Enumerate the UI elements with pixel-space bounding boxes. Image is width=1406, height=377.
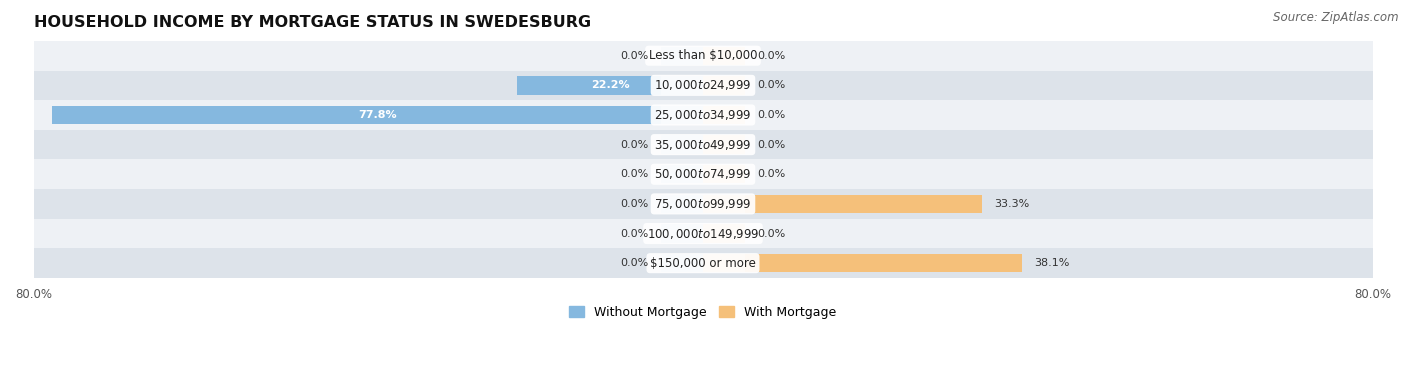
Text: 0.0%: 0.0% [620, 258, 648, 268]
Text: $150,000 or more: $150,000 or more [650, 257, 756, 270]
Bar [661, 106, 703, 124]
Text: $50,000 to $74,999: $50,000 to $74,999 [654, 167, 752, 181]
Bar [661, 195, 703, 213]
Text: Less than $10,000: Less than $10,000 [648, 49, 758, 62]
Legend: Without Mortgage, With Mortgage: Without Mortgage, With Mortgage [564, 301, 842, 324]
Text: 22.2%: 22.2% [591, 80, 630, 90]
Bar [703, 165, 745, 184]
Text: 0.0%: 0.0% [620, 51, 648, 61]
Bar [34, 130, 1372, 159]
Bar [703, 254, 745, 272]
Text: 0.0%: 0.0% [758, 228, 786, 239]
Bar [34, 189, 1372, 219]
Text: 0.0%: 0.0% [620, 199, 648, 209]
Bar [703, 254, 1022, 272]
Text: $75,000 to $99,999: $75,000 to $99,999 [654, 197, 752, 211]
Text: 0.0%: 0.0% [758, 169, 786, 179]
Text: 0.0%: 0.0% [758, 110, 786, 120]
Bar [661, 46, 703, 65]
Bar [34, 100, 1372, 130]
Bar [661, 165, 703, 184]
Text: 0.0%: 0.0% [620, 169, 648, 179]
Bar [703, 135, 745, 154]
Text: 0.0%: 0.0% [620, 228, 648, 239]
Bar [661, 254, 703, 272]
Bar [661, 135, 703, 154]
Bar [34, 41, 1372, 70]
Text: 0.0%: 0.0% [758, 80, 786, 90]
Text: $10,000 to $24,999: $10,000 to $24,999 [654, 78, 752, 92]
Text: 38.1%: 38.1% [1035, 258, 1070, 268]
Bar [661, 76, 703, 95]
Text: 0.0%: 0.0% [620, 139, 648, 150]
Text: 77.8%: 77.8% [359, 110, 396, 120]
Bar [34, 219, 1372, 248]
Bar [34, 248, 1372, 278]
Bar [517, 76, 703, 95]
Text: 0.0%: 0.0% [758, 51, 786, 61]
Bar [661, 224, 703, 243]
Bar [703, 195, 745, 213]
Bar [703, 46, 745, 65]
Text: 0.0%: 0.0% [758, 139, 786, 150]
Bar [703, 76, 745, 95]
Bar [703, 106, 745, 124]
Text: HOUSEHOLD INCOME BY MORTGAGE STATUS IN SWEDESBURG: HOUSEHOLD INCOME BY MORTGAGE STATUS IN S… [34, 15, 591, 30]
Bar [52, 106, 703, 124]
Text: 33.3%: 33.3% [994, 199, 1029, 209]
Bar [34, 159, 1372, 189]
Bar [703, 195, 981, 213]
Text: $100,000 to $149,999: $100,000 to $149,999 [647, 227, 759, 241]
Text: $35,000 to $49,999: $35,000 to $49,999 [654, 138, 752, 152]
Text: Source: ZipAtlas.com: Source: ZipAtlas.com [1274, 11, 1399, 24]
Bar [34, 70, 1372, 100]
Text: $25,000 to $34,999: $25,000 to $34,999 [654, 108, 752, 122]
Bar [703, 224, 745, 243]
